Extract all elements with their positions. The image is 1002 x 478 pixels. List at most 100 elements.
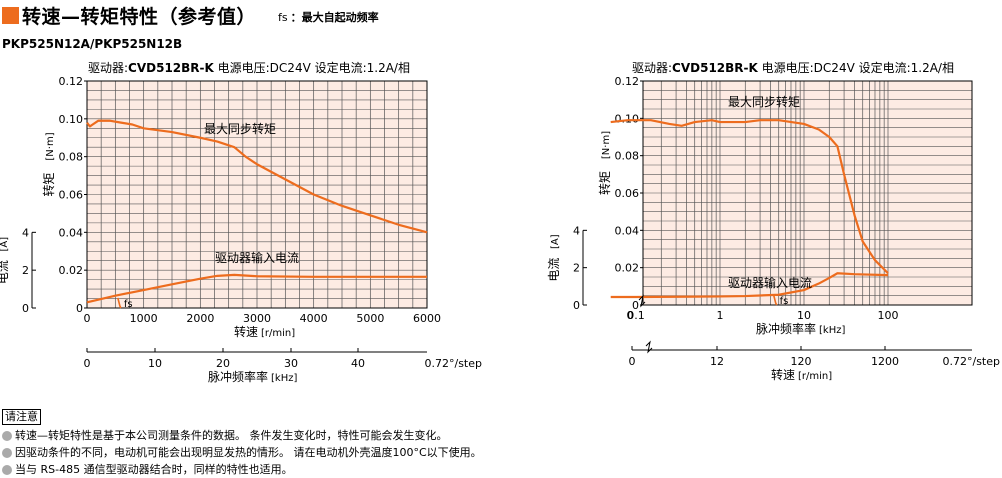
driver-name: CVD512BR-K [672, 61, 758, 75]
current-tick-label: 0 [573, 299, 580, 312]
driver-name: CVD512BR-K [128, 61, 214, 75]
current-curve [610, 272, 889, 299]
y-tick-label: 0.08 [59, 151, 84, 164]
current-tick-label: 2 [22, 264, 29, 277]
x-tick-label: 1000 [130, 312, 158, 325]
conditions-text: 电源电压:DC24V 设定电流:1.2A/相 [758, 60, 954, 75]
fs-label: fs [780, 296, 789, 307]
step-label: 0.72°/step [943, 355, 1001, 368]
x-tick-label: 10 [797, 309, 811, 322]
torque-curve [610, 119, 889, 275]
torque-series-label: 最大同步转矩 [728, 94, 800, 109]
current-tick-label: 4 [573, 224, 580, 237]
chart-header: 驱动器:CVD512BR-K 电源电压:DC24V 设定电流:1.2A/相 [632, 60, 954, 75]
secondary-tick-label: 0 [84, 357, 91, 370]
fs-note-label: fs [278, 11, 288, 24]
notice-label: 请注意 [2, 409, 41, 425]
current-series-label: 驱动器输入电流 [215, 250, 299, 265]
torque-curve [86, 119, 428, 234]
driver-label: 驱动器: [88, 61, 128, 75]
note-item: 当与 RS-485 通信型驱动器结合时，同样的特性也适用。 [2, 461, 482, 478]
note-text: 转速—转矩特性是基于本公司测量条件的数据。 条件发生变化时，特性可能会发生变化。 [15, 429, 448, 442]
y-tick-label: 0.08 [615, 150, 640, 163]
x-axis-unit: [kHz] [819, 325, 845, 336]
page-title: 转速—转矩特性（参考值） [22, 5, 257, 28]
current-tick-label: 0 [22, 302, 29, 315]
y-tick-label: 0.06 [59, 189, 84, 202]
current-curve [86, 273, 427, 304]
fs-label: fs [124, 299, 133, 310]
y-tick-label: 0.02 [615, 262, 640, 275]
secondary-tick-label: 30 [284, 357, 298, 370]
note-item: 转速—转矩特性是基于本公司测量条件的数据。 条件发生变化时，特性可能会发生变化。 [2, 427, 482, 444]
current-tick-label: 4 [22, 226, 29, 239]
fs-marker [117, 297, 122, 309]
note-item: 因驱动条件的不同，电动机可能会出现明显发热的情形。 请在电动机外壳温度100°C… [2, 444, 482, 461]
y-tick-label: 0.04 [59, 226, 84, 239]
chart-header: 驱动器:CVD512BR-K 电源电压:DC24V 设定电流:1.2A/相 [88, 60, 410, 75]
driver-label: 驱动器: [632, 61, 672, 75]
x-axis-label: 转速 [234, 324, 258, 339]
x-tick-label: 2000 [186, 312, 214, 325]
x-tick-label: 0 [627, 309, 634, 322]
current-axis-unit: [A] [550, 234, 561, 249]
y-tick-label: 0.10 [59, 113, 84, 126]
step-label: 0.72°/step [425, 357, 483, 370]
y-tick-label: 0.04 [615, 224, 640, 237]
y-tick-label: 0.12 [59, 75, 84, 88]
x-tick-label: 1 [717, 309, 724, 322]
axis-break-icon [638, 294, 646, 308]
notes-section: 请注意 转速—转矩特性是基于本公司测量条件的数据。 条件发生变化时，特性可能会发… [2, 408, 482, 478]
current-axis-unit: [A] [0, 237, 10, 252]
secondary-tick-label: 12 [710, 355, 724, 368]
bullet-icon [2, 430, 12, 441]
current-series-label: 驱动器输入电流 [728, 275, 812, 290]
y-tick-label: 0 [632, 299, 639, 312]
note-text: 当与 RS-485 通信型驱动器结合时，同样的特性也适用。 [15, 463, 293, 476]
y-tick-label: 0.12 [615, 75, 640, 88]
current-tick-label: 2 [573, 262, 580, 275]
bullet-icon [2, 447, 12, 458]
y-axis-unit: [N·m] [45, 132, 56, 160]
fs-marker [772, 294, 778, 306]
x-tick-label: 0.1 [627, 309, 645, 322]
x-tick-label: 6000 [413, 312, 441, 325]
title-marker [2, 6, 19, 24]
y-axis-label: 转矩 [597, 171, 612, 195]
secondary-tick-label: 10 [148, 357, 162, 370]
x-axis-unit: [r/min] [261, 328, 295, 339]
axis-break-icon [645, 340, 653, 354]
current-axis-label: 电流 [0, 260, 10, 284]
x-tick-label: 4000 [300, 312, 328, 325]
fs-note: fs ：最大自起动频率 [278, 9, 379, 25]
y-tick-label: 0.06 [615, 187, 640, 200]
secondary-tick-label: 40 [351, 357, 365, 370]
y-axis-unit: [N·m] [601, 131, 612, 159]
bullet-icon [2, 464, 12, 475]
note-text: 因驱动条件的不同，电动机可能会出现明显发热的情形。 请在电动机外壳温度100°C… [15, 446, 482, 459]
y-axis-label: 转矩 [41, 172, 56, 196]
x-axis-label: 脉冲频率率 [756, 321, 816, 336]
secondary-axis-unit: [r/min] [798, 371, 832, 382]
secondary-axis-unit: [kHz] [271, 373, 297, 384]
x-tick-label: 100 [878, 309, 899, 322]
secondary-axis-label: 脉冲频率率 [208, 369, 268, 384]
secondary-tick-label: 0 [629, 355, 636, 368]
secondary-tick-label: 1200 [871, 355, 899, 368]
x-tick-label: 5000 [356, 312, 384, 325]
current-axis-label: 电流 [547, 258, 561, 282]
y-tick-label: 0.10 [615, 112, 640, 125]
fs-note-desc: ：最大自起动频率 [290, 11, 379, 24]
y-tick-label: 0 [76, 302, 83, 315]
secondary-axis-label: 转速 [771, 367, 795, 382]
charts-svg: 驱动器:CVD512BR-K 电源电压:DC24V 设定电流:1.2A/相00.… [0, 60, 1001, 384]
secondary-tick-label: 120 [791, 355, 812, 368]
secondary-tick-label: 20 [216, 357, 230, 370]
x-tick-label: 0 [84, 312, 91, 325]
torque-series-label: 最大同步转矩 [204, 121, 276, 136]
model-name: PKP525N12A/PKP525N12B [2, 37, 183, 51]
x-tick-label: 3000 [243, 312, 271, 325]
y-tick-label: 0.02 [59, 264, 84, 277]
conditions-text: 电源电压:DC24V 设定电流:1.2A/相 [214, 60, 410, 75]
title-row: 转速—转矩特性（参考值） fs ：最大自起动频率 [2, 2, 379, 28]
